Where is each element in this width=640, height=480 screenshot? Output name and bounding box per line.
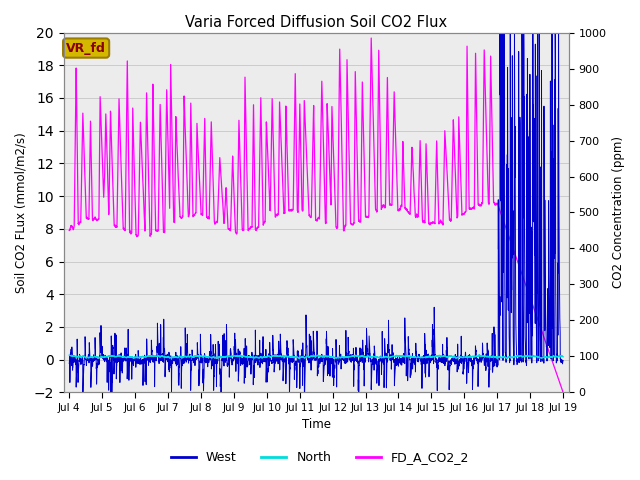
Y-axis label: Soil CO2 FLux (mmol/m2/s): Soil CO2 FLux (mmol/m2/s) [15, 132, 28, 293]
Text: VR_fd: VR_fd [66, 42, 106, 55]
Legend: West, North, FD_A_CO2_2: West, North, FD_A_CO2_2 [166, 446, 474, 469]
Bar [63, 33, 569, 393]
Title: Varia Forced Diffusion Soil CO2 Flux: Varia Forced Diffusion Soil CO2 Flux [185, 15, 447, 30]
Y-axis label: CO2 Concentration (ppm): CO2 Concentration (ppm) [612, 136, 625, 288]
X-axis label: Time: Time [301, 419, 331, 432]
